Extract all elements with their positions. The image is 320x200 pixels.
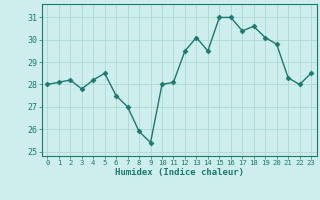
X-axis label: Humidex (Indice chaleur): Humidex (Indice chaleur) (115, 168, 244, 177)
